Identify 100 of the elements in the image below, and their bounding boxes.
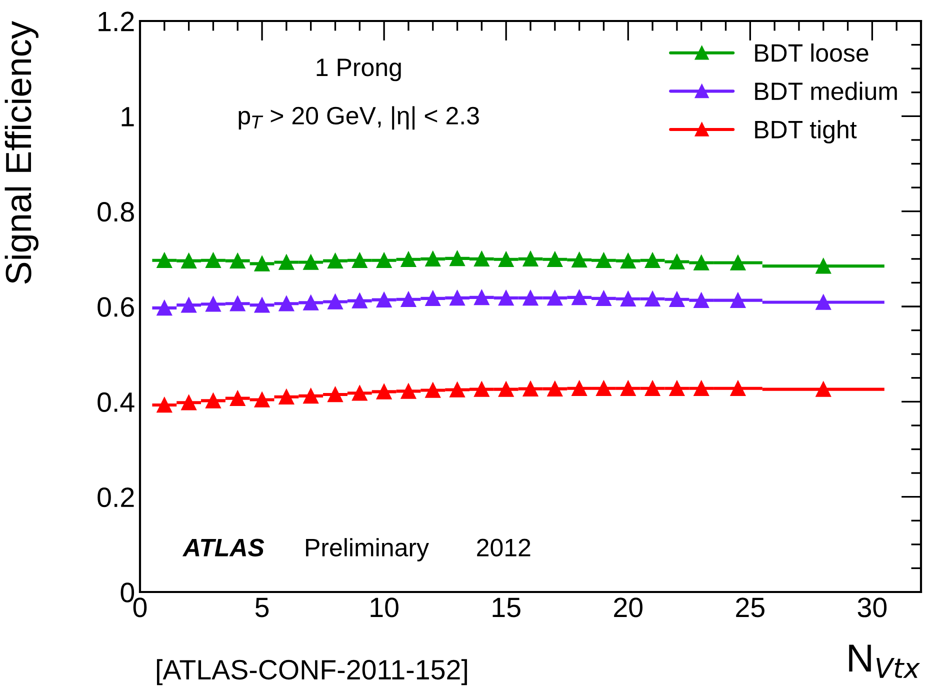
annotation: 2012 [477, 538, 530, 556]
point [376, 292, 392, 308]
x-tick-label: 30 [858, 598, 887, 618]
point [303, 388, 318, 404]
point [425, 251, 441, 267]
point [352, 293, 368, 308]
point [278, 254, 294, 270]
point [816, 382, 832, 397]
point [400, 384, 416, 399]
x-tick-label: 10 [370, 598, 398, 618]
point [522, 290, 538, 306]
annotation: p$_{T}$ > 20 GeV, |η| < 2.3 [238, 106, 479, 130]
point [156, 252, 172, 268]
point [596, 252, 612, 268]
point [303, 295, 318, 310]
x-tick-label: 0 [133, 598, 147, 618]
x-tick-label: 5 [255, 598, 269, 618]
point [450, 250, 465, 266]
point [547, 252, 563, 268]
point [254, 297, 270, 313]
point [498, 290, 514, 306]
point [498, 252, 514, 268]
y-tick-label: 0 [120, 582, 134, 602]
x-tick-label: 25 [736, 598, 764, 618]
point [303, 254, 318, 270]
point [254, 256, 270, 272]
point [230, 390, 246, 406]
y-tick-label: 1.2 [98, 12, 134, 32]
y-tick-label: 0.6 [98, 297, 134, 317]
point [474, 382, 490, 397]
point [400, 292, 416, 307]
point [376, 384, 392, 400]
point [278, 389, 294, 405]
legend-label: BDT loose [755, 44, 868, 62]
point [522, 251, 538, 267]
point [644, 380, 660, 396]
point [596, 380, 612, 396]
point [644, 252, 660, 268]
point [474, 290, 490, 306]
point [572, 252, 587, 268]
point [669, 254, 685, 270]
point [730, 255, 746, 270]
point [669, 380, 685, 396]
point [450, 382, 465, 398]
annotation: ATLAS [182, 538, 264, 556]
point [620, 380, 636, 396]
point [547, 290, 563, 306]
point [376, 252, 392, 268]
x-axis-title: N$_{Vtx}$ [849, 644, 920, 678]
point [206, 296, 221, 312]
point [620, 253, 636, 268]
point [181, 253, 196, 268]
point [730, 292, 746, 308]
y-tick-label: 1 [122, 107, 134, 126]
point [669, 292, 685, 307]
point [206, 393, 221, 408]
point [328, 253, 343, 268]
point [644, 291, 660, 307]
point [816, 294, 832, 310]
point [181, 394, 196, 410]
point [156, 397, 172, 413]
point [620, 291, 636, 307]
legend-label: BDT medium [755, 82, 897, 100]
point [425, 382, 441, 398]
point [328, 294, 343, 310]
y-axis-title: Signal Efficiency [4, 21, 38, 284]
point [425, 290, 441, 306]
point [156, 300, 172, 316]
point [181, 297, 196, 313]
x-tick-label: 15 [492, 598, 520, 618]
point [572, 380, 587, 396]
point [206, 252, 221, 268]
point [400, 252, 416, 268]
point [352, 385, 368, 401]
x-tick-label: 20 [614, 598, 642, 618]
point [694, 292, 709, 308]
y-tick-label: 0.2 [98, 488, 134, 508]
point [596, 290, 612, 306]
point [547, 381, 563, 396]
point [694, 255, 709, 270]
point [522, 381, 538, 396]
annotation: Preliminary [306, 538, 429, 562]
y-tick-label: 0.4 [98, 392, 134, 412]
text: [ATLAS-CONF-2011-152] [156, 659, 467, 686]
point [572, 290, 587, 306]
point [278, 296, 294, 312]
point [254, 392, 270, 408]
point [474, 251, 490, 267]
point [694, 380, 709, 396]
point [730, 380, 746, 396]
point [450, 290, 465, 306]
point [816, 258, 832, 274]
point [328, 386, 343, 402]
point [230, 296, 246, 312]
legend-label: BDT tight [755, 120, 857, 144]
point [352, 252, 368, 268]
y-tick-label: 0.8 [98, 202, 134, 222]
point [230, 253, 246, 268]
point [498, 382, 514, 397]
annotation: 1 Prong [316, 58, 401, 82]
